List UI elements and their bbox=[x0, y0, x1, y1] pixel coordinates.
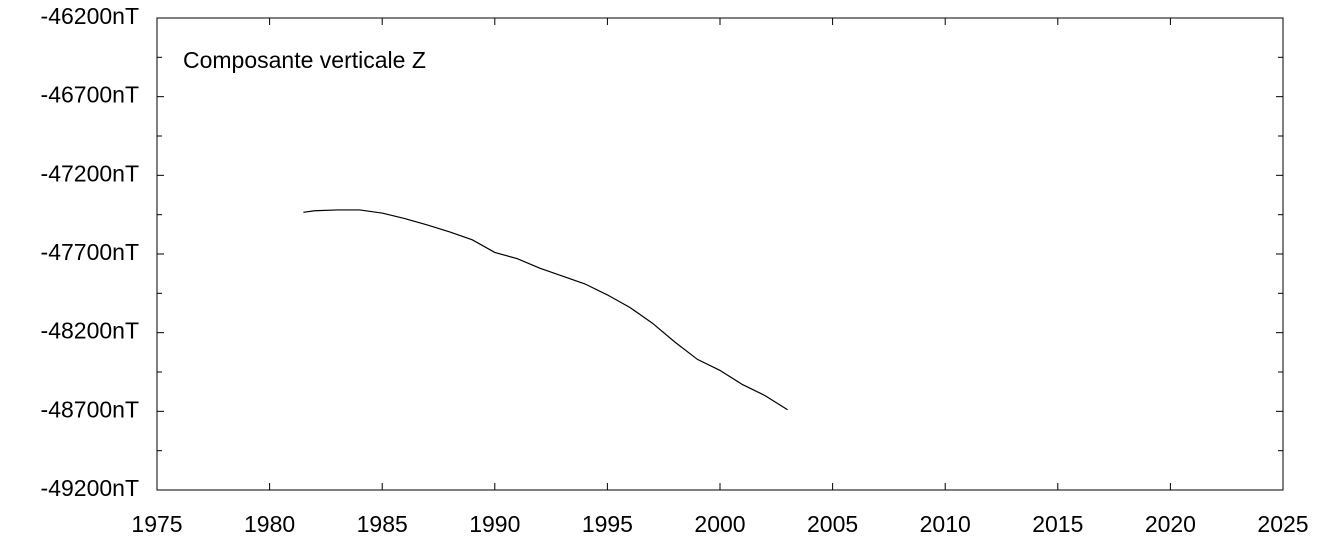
plot-frame bbox=[156, 17, 1284, 491]
x-tick-label: 2025 bbox=[1257, 511, 1308, 537]
y-tick-label: -46200nT bbox=[41, 3, 139, 29]
x-tick-label: 2015 bbox=[1032, 511, 1083, 537]
x-tick-label: 1995 bbox=[582, 511, 633, 537]
x-tick-label: 2010 bbox=[920, 511, 971, 537]
x-tick-label: 1975 bbox=[131, 511, 182, 537]
x-tick-label: 1980 bbox=[244, 511, 295, 537]
annotation: Composante verticale Z bbox=[183, 47, 426, 73]
y-tick-label: -47700nT bbox=[41, 239, 139, 265]
x-tick-label: 2005 bbox=[807, 511, 858, 537]
y-tick-label: -49200nT bbox=[41, 475, 139, 501]
x-tick-label: 2000 bbox=[694, 511, 745, 537]
y-tick-label: -48700nT bbox=[41, 396, 139, 422]
y-tick-label: -46700nT bbox=[41, 82, 139, 108]
x-tick-label: 1990 bbox=[469, 511, 520, 537]
x-tick-label: 1985 bbox=[357, 511, 408, 537]
y-tick-label: -48200nT bbox=[41, 318, 139, 344]
data-line bbox=[303, 209, 788, 411]
x-tick-label: 2020 bbox=[1145, 511, 1196, 537]
y-tick-label: -47200nT bbox=[41, 160, 139, 186]
